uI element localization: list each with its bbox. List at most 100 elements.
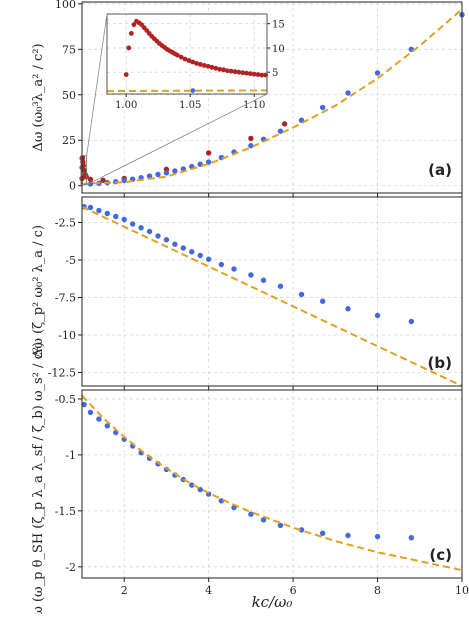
y-tick-label: -12.5	[48, 367, 76, 380]
inset-data-point	[224, 68, 230, 74]
y-tick-label: -2.5	[55, 217, 76, 230]
inset-data-point	[201, 62, 207, 68]
inset-data-point	[131, 22, 137, 28]
data-point	[197, 252, 203, 259]
inset-data-point	[194, 61, 200, 66]
data-point	[180, 245, 187, 251]
data-point	[104, 423, 111, 429]
inset-y-tick-label: 10	[272, 44, 285, 55]
data-point	[277, 128, 284, 134]
data-point	[408, 535, 415, 541]
data-point	[374, 70, 381, 76]
data-point	[138, 225, 144, 231]
inset-data-point	[221, 67, 226, 73]
inset-y-tick-label: 5	[272, 68, 278, 79]
data-point	[345, 532, 351, 539]
y-tick-label: -7.5	[55, 292, 76, 305]
x-tick-label: 6	[290, 584, 297, 597]
data-point	[87, 204, 94, 211]
data-point	[146, 173, 153, 179]
panel-label: (b)	[428, 354, 452, 372]
theory-dashed-line	[81, 205, 463, 387]
data-point	[87, 176, 94, 183]
y-tick-label: 75	[62, 43, 76, 56]
inset-plot: 1.00 1.05 1.10 5 10 15	[106, 13, 285, 111]
inset-data-point	[255, 72, 261, 78]
data-point	[205, 150, 212, 156]
panel-3: -0.5 -1 -1.5 -2 2 4 6 8 10 (c) Δω (ω_p θ_SH (ζ_p λ…	[31, 342, 469, 618]
data-point	[104, 210, 111, 217]
inset-frame-border	[106, 13, 268, 95]
x-tick-label: 8	[374, 584, 381, 597]
data-point	[248, 511, 254, 517]
data-point	[248, 143, 254, 149]
data-point	[163, 237, 170, 243]
y-tick-label: -2	[65, 561, 76, 574]
zoom-connector	[86, 13, 108, 156]
y-tick-label: -5	[65, 254, 76, 267]
plot-frame	[81, 389, 463, 579]
y-axis-label: Δω (ω_p θ_SH (ζ_p λ_a λ_sf / ζ_b) ω_s² /…	[31, 342, 46, 614]
panel-2: -2.5 -5 -7.5 -10 -12.5 (b) Δω (ζ_p² ω₀² λ_a / …	[31, 196, 463, 390]
zoom-connector	[86, 93, 268, 186]
data-point	[319, 530, 326, 536]
x-tick-label: 4	[205, 584, 212, 597]
data-point	[231, 266, 237, 272]
inset-data-point	[217, 66, 223, 72]
data-point	[172, 241, 178, 247]
x-tick-label: 2	[121, 584, 128, 597]
inset-x-tick-label: 1.00	[115, 100, 137, 111]
inset-data-point	[186, 58, 192, 63]
plot-frame	[81, 196, 463, 387]
inset-data-point	[190, 59, 196, 65]
data-point	[298, 291, 305, 298]
data-point	[345, 306, 351, 312]
data-point	[163, 170, 170, 176]
data-point	[248, 272, 254, 278]
data-point	[96, 416, 102, 422]
inset-data-point	[247, 71, 253, 77]
data-point	[87, 409, 94, 416]
zoom-indicator	[80, 155, 88, 186]
y-axis-label: Δω (ζ_p² ω₀² λ_a / c)	[31, 225, 46, 358]
data-point	[248, 135, 254, 142]
inset-x-tick-label: 1.10	[243, 100, 265, 111]
data-point	[319, 298, 326, 304]
panel-label: (a)	[428, 161, 452, 179]
inset-data-point	[232, 69, 238, 75]
data-point	[319, 104, 326, 111]
inset-data-point	[251, 71, 257, 77]
data-point	[260, 517, 267, 523]
x-axis-label: kc/ω₀	[252, 593, 293, 611]
y-tick-label: -1.5	[55, 505, 76, 518]
inset-data-point	[123, 72, 129, 78]
data-point	[281, 121, 288, 127]
inset-data-point	[198, 62, 203, 67]
inset-x-tick-label: 1.05	[179, 100, 201, 111]
inset-y-tick-label: 15	[272, 20, 285, 31]
data-point	[96, 207, 102, 214]
data-point	[205, 256, 212, 262]
y-tick-label: 100	[55, 0, 76, 11]
x-tick-label: 10	[455, 584, 469, 597]
data-point	[260, 277, 267, 283]
data-point	[155, 171, 161, 178]
data-point	[374, 312, 381, 319]
data-point	[345, 90, 351, 96]
inset-data-point	[244, 70, 249, 76]
y-tick-label: -1	[65, 449, 76, 462]
inset-data-point	[213, 65, 219, 71]
data-point	[81, 401, 87, 408]
inset-data-point	[126, 45, 132, 51]
data-point	[121, 177, 127, 184]
data-point	[81, 167, 87, 173]
panel-label: (c)	[429, 546, 452, 564]
inset-data-point	[209, 64, 215, 70]
inset-theory-line	[106, 89, 268, 93]
y-tick-label: -10	[58, 329, 76, 342]
plot-frame	[81, 1, 463, 194]
data-point	[277, 283, 284, 289]
